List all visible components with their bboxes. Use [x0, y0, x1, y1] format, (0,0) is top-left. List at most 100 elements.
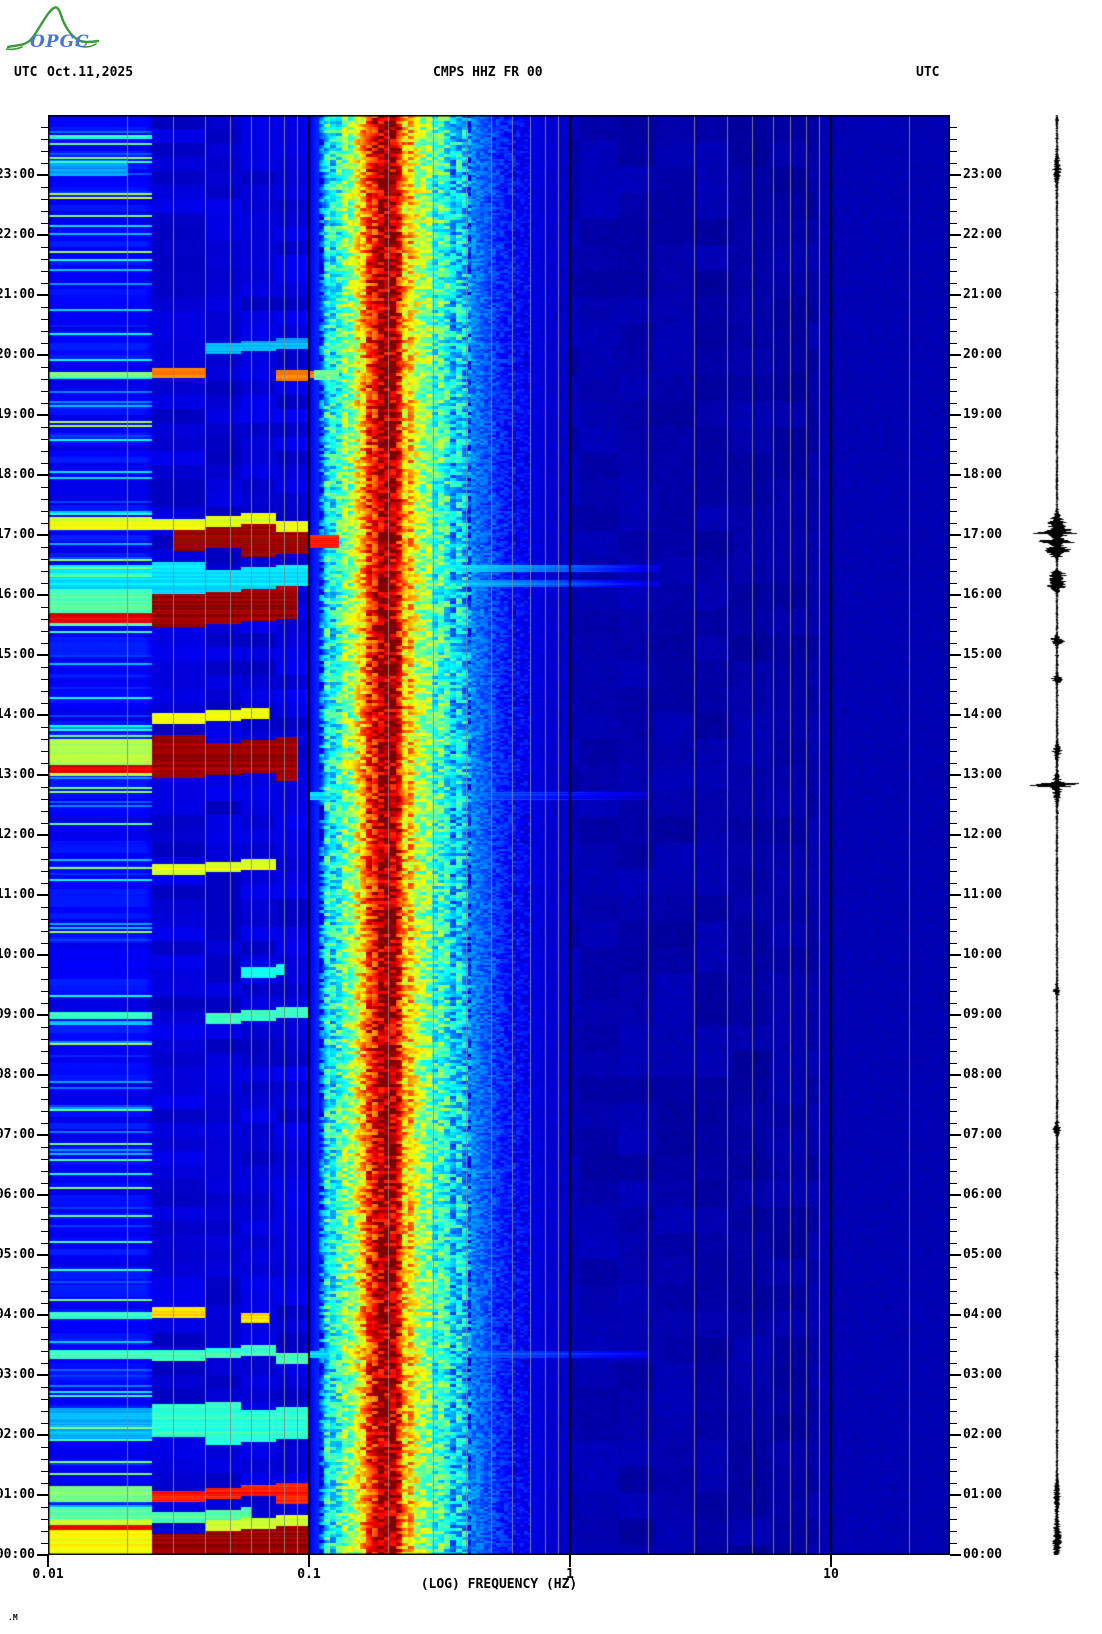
minor-tick-right: [950, 1063, 957, 1064]
minor-tick-right: [950, 1147, 957, 1148]
minor-tick-right: [950, 1519, 957, 1520]
hour-tick-right: [950, 1314, 961, 1316]
minor-tick-left: [41, 967, 48, 968]
hour-label-left: 10:00: [0, 947, 35, 962]
minor-tick-left: [41, 1183, 48, 1184]
minor-tick-left: [41, 391, 48, 392]
minor-tick-left: [41, 583, 48, 584]
hour-label-left: 18:00: [0, 467, 35, 482]
freq-tick-label: 0.1: [297, 1567, 321, 1582]
minor-tick-right: [950, 1471, 957, 1472]
minor-tick-left: [41, 1147, 48, 1148]
hour-tick-right: [950, 174, 961, 176]
hour-label-left: 19:00: [0, 407, 35, 422]
header-date: Oct.11,2025: [47, 65, 134, 80]
minor-tick-left: [41, 451, 48, 452]
hour-label-right: 21:00: [963, 287, 1003, 302]
minor-tick-right: [950, 703, 957, 704]
hour-tick-right: [950, 954, 961, 956]
hour-tick-right: [950, 1134, 961, 1136]
minor-tick-left: [41, 367, 48, 368]
minor-tick-right: [950, 1219, 957, 1220]
minor-tick-right: [950, 1099, 957, 1100]
hour-label-left: 09:00: [0, 1007, 35, 1022]
minor-tick-left: [41, 991, 48, 992]
hour-label-left: 00:00: [0, 1547, 35, 1562]
minor-tick-left: [41, 691, 48, 692]
minor-tick-right: [950, 787, 957, 788]
minor-tick-right: [950, 679, 957, 680]
minor-tick-left: [41, 1207, 48, 1208]
hour-label-right: 13:00: [963, 767, 1003, 782]
minor-tick-left: [41, 1399, 48, 1400]
minor-tick-right: [950, 763, 957, 764]
minor-tick-right: [950, 127, 957, 128]
minor-tick-left: [41, 127, 48, 128]
minor-tick-left: [41, 871, 48, 872]
hour-label-right: 22:00: [963, 227, 1003, 242]
hour-label-right: 01:00: [963, 1487, 1003, 1502]
minor-tick-left: [41, 1483, 48, 1484]
minor-tick-left: [41, 223, 48, 224]
hour-tick-right: [950, 534, 961, 536]
minor-tick-right: [950, 331, 957, 332]
minor-tick-right: [950, 1027, 957, 1028]
minor-tick-right: [950, 1267, 957, 1268]
hour-tick-left: [37, 174, 48, 176]
minor-tick-right: [950, 1231, 957, 1232]
minor-tick-left: [41, 1231, 48, 1232]
minor-tick-right: [950, 307, 957, 308]
hour-tick-right: [950, 1554, 961, 1556]
minor-tick-left: [41, 1519, 48, 1520]
minor-tick-right: [950, 487, 957, 488]
minor-tick-left: [41, 1063, 48, 1064]
minor-tick-right: [950, 379, 957, 380]
minor-tick-left: [41, 703, 48, 704]
minor-tick-left: [41, 787, 48, 788]
minor-tick-right: [950, 343, 957, 344]
hour-label-left: 04:00: [0, 1307, 35, 1322]
hour-label-right: 14:00: [963, 707, 1003, 722]
minor-tick-left: [41, 1099, 48, 1100]
minor-tick-left: [41, 1351, 48, 1352]
hour-tick-right: [950, 354, 961, 356]
hour-label-left: 06:00: [0, 1187, 35, 1202]
hour-label-left: 11:00: [0, 887, 35, 902]
hour-tick-left: [37, 1014, 48, 1016]
hour-label-left: 07:00: [0, 1127, 35, 1142]
hour-label-left: 02:00: [0, 1427, 35, 1442]
minor-tick-left: [41, 667, 48, 668]
hour-label-left: 13:00: [0, 767, 35, 782]
minor-tick-left: [41, 139, 48, 140]
minor-tick-right: [950, 319, 957, 320]
freq-tick-label: 10: [823, 1567, 839, 1582]
freq-tick: [830, 1555, 832, 1567]
hour-tick-left: [37, 354, 48, 356]
hour-label-right: 04:00: [963, 1307, 1003, 1322]
hour-tick-right: [950, 594, 961, 596]
minor-tick-left: [41, 679, 48, 680]
minor-tick-left: [41, 1423, 48, 1424]
minor-tick-left: [41, 199, 48, 200]
minor-tick-left: [41, 163, 48, 164]
minor-tick-right: [950, 427, 957, 428]
minor-tick-left: [41, 811, 48, 812]
hour-label-left: 23:00: [0, 167, 35, 182]
minor-tick-left: [41, 463, 48, 464]
minor-tick-left: [41, 511, 48, 512]
minor-tick-right: [950, 1543, 957, 1544]
minor-tick-left: [41, 1111, 48, 1112]
hour-label-left: 05:00: [0, 1247, 35, 1262]
minor-tick-left: [41, 1243, 48, 1244]
minor-tick-left: [41, 1507, 48, 1508]
minor-tick-left: [41, 1327, 48, 1328]
hour-label-right: 11:00: [963, 887, 1003, 902]
minor-tick-right: [950, 151, 957, 152]
hour-label-left: 21:00: [0, 287, 35, 302]
minor-tick-left: [41, 1159, 48, 1160]
hour-tick-left: [37, 714, 48, 716]
minor-tick-left: [41, 151, 48, 152]
hour-tick-left: [37, 1254, 48, 1256]
minor-tick-right: [950, 1423, 957, 1424]
